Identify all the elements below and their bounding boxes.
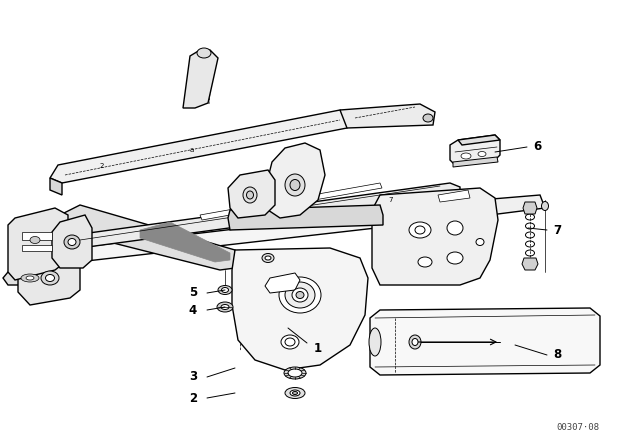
Text: 5: 5 [189,287,197,300]
Ellipse shape [262,254,274,263]
Polygon shape [372,188,498,285]
Polygon shape [58,247,65,258]
Ellipse shape [285,338,295,346]
Ellipse shape [292,288,308,302]
Text: 2: 2 [189,392,197,405]
Ellipse shape [64,235,80,249]
Ellipse shape [221,288,228,293]
Text: 3: 3 [189,370,197,383]
Text: a: a [190,147,195,153]
Bar [22,245,52,251]
Polygon shape [8,208,68,280]
Text: 7: 7 [388,197,392,203]
Text: 8: 8 [553,349,561,362]
Polygon shape [60,205,235,270]
Ellipse shape [279,277,321,313]
Ellipse shape [369,328,381,356]
Polygon shape [15,265,25,280]
Ellipse shape [45,275,54,281]
Polygon shape [480,195,545,215]
Ellipse shape [296,292,304,298]
Polygon shape [228,205,383,230]
Polygon shape [140,222,230,262]
Ellipse shape [476,238,484,246]
Ellipse shape [217,302,233,312]
Ellipse shape [412,339,418,345]
Ellipse shape [290,180,300,190]
Ellipse shape [409,335,421,349]
Ellipse shape [41,271,59,285]
Polygon shape [3,263,60,285]
Ellipse shape [281,335,299,349]
Polygon shape [450,135,500,165]
Ellipse shape [21,274,39,282]
Ellipse shape [30,237,40,244]
Bar [22,232,52,240]
Polygon shape [370,308,600,375]
Polygon shape [52,215,92,268]
Text: 1: 1 [314,341,322,354]
Ellipse shape [423,114,433,122]
Ellipse shape [246,191,253,199]
Ellipse shape [447,221,463,235]
Polygon shape [458,135,500,145]
Text: 7: 7 [553,224,561,237]
Polygon shape [523,202,537,214]
Polygon shape [228,170,275,218]
Ellipse shape [243,187,257,203]
Polygon shape [18,250,80,305]
Ellipse shape [68,238,76,246]
Polygon shape [265,143,325,218]
Ellipse shape [461,153,471,159]
Ellipse shape [285,388,305,399]
Ellipse shape [197,48,211,58]
Polygon shape [265,273,300,293]
Ellipse shape [285,282,315,308]
Polygon shape [15,200,490,268]
Ellipse shape [284,367,306,379]
Ellipse shape [218,285,232,294]
Text: 6: 6 [533,141,541,154]
Ellipse shape [409,222,431,238]
Ellipse shape [26,276,34,280]
Polygon shape [522,258,538,270]
Polygon shape [438,190,470,202]
Ellipse shape [292,392,298,395]
Polygon shape [50,110,350,183]
Ellipse shape [285,174,305,196]
Polygon shape [183,50,218,108]
Ellipse shape [541,202,548,211]
Ellipse shape [415,226,425,234]
Polygon shape [232,248,368,370]
Text: 4: 4 [189,303,197,316]
Ellipse shape [447,252,463,264]
Polygon shape [58,183,460,250]
Text: 2: 2 [100,163,104,169]
Polygon shape [200,183,382,220]
Text: 00307·08: 00307·08 [557,423,600,432]
Ellipse shape [265,256,271,260]
Ellipse shape [478,151,486,156]
Ellipse shape [418,257,432,267]
Ellipse shape [290,390,300,396]
Polygon shape [453,157,498,167]
Ellipse shape [288,369,302,377]
Ellipse shape [221,305,229,310]
Polygon shape [50,178,62,195]
Polygon shape [340,104,435,128]
